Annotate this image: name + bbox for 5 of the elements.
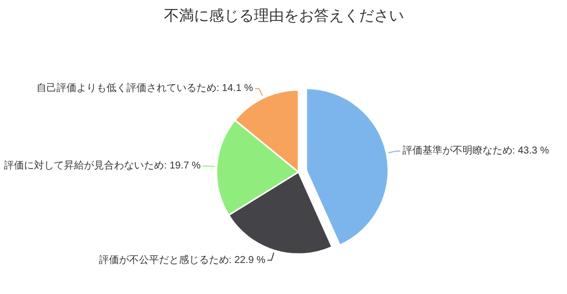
slice-label: 自己評価よりも低く評価されているため: 14.1 % [36, 82, 254, 94]
slice-label: 評価に対して昇給が見合わないため: 19.7 % [4, 159, 201, 172]
slice-label: 評価基準が不明瞭なため: 43.3 % [402, 144, 550, 157]
slice-label: 評価が不公平だと感じるため: 22.9 % [98, 254, 266, 266]
chart-title: 不満に感じる理由をお答えください [164, 8, 404, 24]
